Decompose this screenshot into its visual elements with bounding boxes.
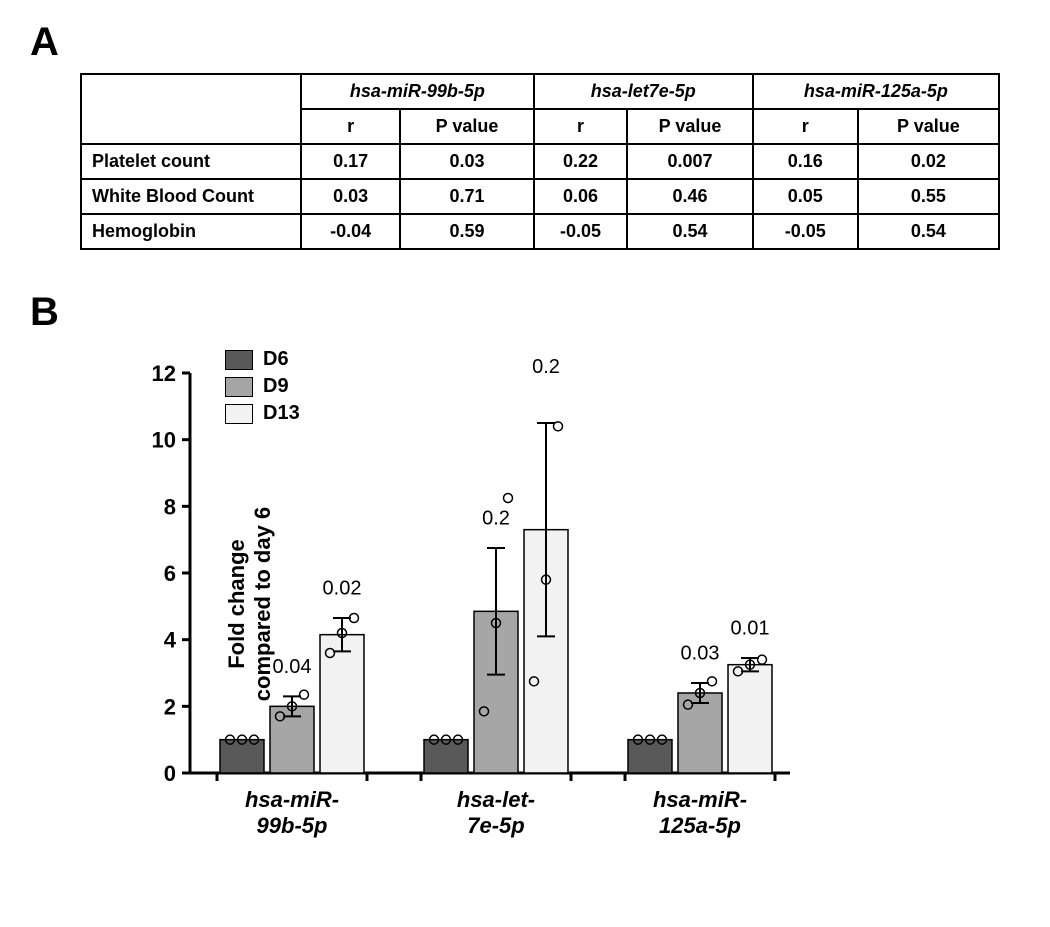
subheader-r-1: r xyxy=(534,109,627,144)
table-cell: 0.02 xyxy=(858,144,999,179)
subheader-r-2: r xyxy=(753,109,858,144)
data-point xyxy=(708,677,717,686)
table-cell: 0.59 xyxy=(400,214,533,249)
table-cell: 0.54 xyxy=(858,214,999,249)
y-tick-label: 0 xyxy=(164,761,176,786)
table-row: White Blood Count0.030.710.060.460.050.5… xyxy=(81,179,999,214)
table-cell: 0.17 xyxy=(301,144,400,179)
table-cell: 0.55 xyxy=(858,179,999,214)
table-corner xyxy=(81,74,301,144)
pvalue-label: 0.2 xyxy=(532,356,560,378)
x-group-label-line2: 99b-5p xyxy=(217,813,367,839)
panel-b-label: B xyxy=(30,290,1030,335)
subheader-r-0: r xyxy=(301,109,400,144)
data-point xyxy=(758,655,767,664)
subheader-p-2: P value xyxy=(858,109,999,144)
pvalue-label: 0.03 xyxy=(681,643,720,665)
ylabel-line1: Fold change xyxy=(224,474,250,734)
y-axis-label: Fold change compared to day 6 xyxy=(224,474,276,734)
legend-label: D13 xyxy=(263,402,300,425)
row-label: Hemoglobin xyxy=(81,214,301,249)
x-group-label: hsa-miR-125a-5p xyxy=(625,787,775,840)
mirna-header-0: hsa-miR-99b-5p xyxy=(301,74,534,109)
data-point xyxy=(504,494,513,503)
chart-wrapper: Fold change compared to day 6 D6 D9 D13 0 2… xyxy=(80,343,830,903)
table-cell: 0.03 xyxy=(400,144,533,179)
legend-swatch xyxy=(225,350,253,370)
pvalue-label: 0.01 xyxy=(731,618,770,640)
legend-swatch xyxy=(225,404,253,424)
row-label: Platelet count xyxy=(81,144,301,179)
y-tick-label: 6 xyxy=(164,561,176,586)
table-row: Platelet count0.170.030.220.0070.160.02 xyxy=(81,144,999,179)
y-tick-label: 4 xyxy=(164,628,177,653)
y-tick-label: 8 xyxy=(164,494,176,519)
y-tick-label: 10 xyxy=(152,428,176,453)
legend-label: D6 xyxy=(263,348,289,371)
x-group-label-line2: 7e-5p xyxy=(421,813,571,839)
table-body: Platelet count0.170.030.220.0070.160.02W… xyxy=(81,144,999,249)
x-group-label: hsa-let-7e-5p xyxy=(421,787,571,840)
table-cell: 0.54 xyxy=(627,214,753,249)
table-cell: 0.16 xyxy=(753,144,858,179)
row-label: White Blood Count xyxy=(81,179,301,214)
data-point xyxy=(300,690,309,699)
legend-swatch xyxy=(225,377,253,397)
table-cell: 0.22 xyxy=(534,144,627,179)
table-cell: -0.04 xyxy=(301,214,400,249)
legend-item: D6 xyxy=(225,348,300,371)
panel-a-label: A xyxy=(30,20,1030,65)
table-cell: -0.05 xyxy=(534,214,627,249)
subheader-p-0: P value xyxy=(400,109,533,144)
mirna-header-2: hsa-miR-125a-5p xyxy=(753,74,999,109)
subheader-p-1: P value xyxy=(627,109,753,144)
table-cell: 0.71 xyxy=(400,179,533,214)
x-group-label-line1: hsa-miR- xyxy=(625,787,775,813)
mirna-header-1: hsa-let7e-5p xyxy=(534,74,753,109)
bar-chart-svg: 0 2 4 6 8 10 12 0.04 0.02 0.2 0.2 0.03 0.01 xyxy=(80,343,830,813)
table-cell: 0.03 xyxy=(301,179,400,214)
legend-label: D9 xyxy=(263,375,289,398)
table-head: hsa-miR-99b-5p hsa-let7e-5p hsa-miR-125a… xyxy=(81,74,999,144)
ylabel-line2: compared to day 6 xyxy=(250,474,276,734)
table-row: Hemoglobin-0.040.59-0.050.54-0.050.54 xyxy=(81,214,999,249)
panel-a-container: hsa-miR-99b-5p hsa-let7e-5p hsa-miR-125a… xyxy=(30,73,1030,250)
pvalue-label: 0.04 xyxy=(273,656,312,678)
x-group-label: hsa-miR-99b-5p xyxy=(217,787,367,840)
y-tick-label: 2 xyxy=(164,694,176,719)
x-group-label-line1: hsa-let- xyxy=(421,787,571,813)
bar xyxy=(678,693,722,773)
panel-b-container: Fold change compared to day 6 D6 D9 D13 0 2… xyxy=(30,343,1030,903)
table-cell: -0.05 xyxy=(753,214,858,249)
y-tick-label: 12 xyxy=(152,361,176,386)
pvalue-label: 0.02 xyxy=(323,578,362,600)
table-cell: 0.05 xyxy=(753,179,858,214)
correlation-table: hsa-miR-99b-5p hsa-let7e-5p hsa-miR-125a… xyxy=(80,73,1000,250)
pvalue-label: 0.2 xyxy=(482,508,510,530)
legend-item: D9 xyxy=(225,375,300,398)
x-group-label-line2: 125a-5p xyxy=(625,813,775,839)
bar xyxy=(728,665,772,773)
table-cell: 0.46 xyxy=(627,179,753,214)
table-cell: 0.007 xyxy=(627,144,753,179)
legend-item: D13 xyxy=(225,402,300,425)
x-group-label-line1: hsa-miR- xyxy=(217,787,367,813)
legend: D6 D9 D13 xyxy=(225,348,300,429)
table-cell: 0.06 xyxy=(534,179,627,214)
data-point xyxy=(554,422,563,431)
